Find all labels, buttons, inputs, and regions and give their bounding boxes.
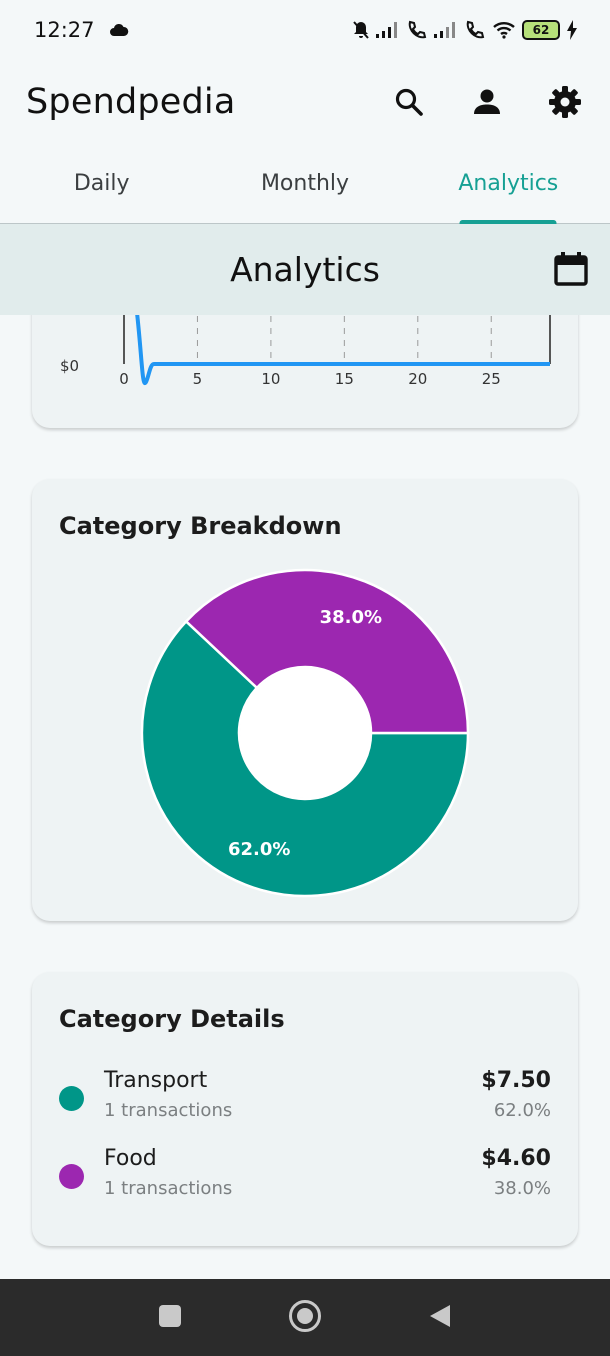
slice-label: 62.0% xyxy=(228,839,290,860)
category-name: Food xyxy=(104,1146,157,1171)
wifi-call-icon xyxy=(406,20,428,40)
series-line xyxy=(134,303,550,386)
settings-button[interactable] xyxy=(546,83,584,121)
x-tick-label: 15 xyxy=(335,370,354,388)
tab-daily[interactable]: Daily xyxy=(0,144,203,223)
x-tick-label: 5 xyxy=(193,370,203,388)
app-bar: Spendpedia xyxy=(0,60,610,144)
category-color-dot xyxy=(59,1086,84,1111)
category-name: Transport xyxy=(104,1068,208,1093)
back-triangle-icon xyxy=(430,1304,450,1327)
tab-label: Daily xyxy=(73,171,130,196)
tab-analytics[interactable]: Analytics xyxy=(407,144,610,224)
charging-icon xyxy=(566,20,578,40)
section-header: Analytics xyxy=(0,224,610,315)
category-color-dot xyxy=(59,1164,84,1189)
signal-icon xyxy=(434,21,458,39)
wifi-icon xyxy=(492,21,516,39)
active-tab-indicator xyxy=(459,220,557,224)
donut-hole xyxy=(240,668,370,798)
cloud-icon xyxy=(109,18,129,42)
slice-label: 38.0% xyxy=(320,607,382,628)
battery-indicator: 62 xyxy=(522,20,560,40)
recents-button[interactable] xyxy=(158,1304,182,1332)
category-amount: $7.50 xyxy=(481,1068,551,1093)
signal-icon xyxy=(376,21,400,39)
status-bar: 12:27 62 xyxy=(0,0,610,60)
pie-slice-transport[interactable] xyxy=(140,619,470,898)
card-title: Category Details xyxy=(59,1005,285,1033)
y-tick-label: $0 xyxy=(60,357,79,375)
list-item[interactable]: Transport 1 transactions $7.50 62.0% xyxy=(59,1068,551,1130)
search-icon xyxy=(395,88,423,116)
square-icon xyxy=(159,1304,181,1327)
system-nav-bar xyxy=(0,1279,610,1356)
tab-monthly[interactable]: Monthly xyxy=(203,144,406,223)
section-title: Analytics xyxy=(230,250,380,289)
x-tick-label: 10 xyxy=(261,370,280,388)
search-button[interactable] xyxy=(390,83,428,121)
app-title: Spendpedia xyxy=(26,82,236,122)
card-title: Category Breakdown xyxy=(59,512,342,540)
x-tick-label: 0 xyxy=(119,370,129,388)
transaction-count: 1 transactions xyxy=(104,1178,233,1199)
bell-off-icon xyxy=(352,20,370,40)
profile-button[interactable] xyxy=(468,83,506,121)
list-item[interactable]: Food 1 transactions $4.60 38.0% xyxy=(59,1146,551,1208)
person-icon xyxy=(474,89,500,114)
tab-label: Analytics xyxy=(458,171,559,196)
home-circle-icon xyxy=(289,1299,321,1332)
back-button[interactable] xyxy=(428,1303,452,1333)
category-percent: 38.0% xyxy=(493,1178,551,1199)
home-button[interactable] xyxy=(288,1299,322,1337)
pie-slice-food[interactable] xyxy=(184,568,470,735)
date-picker-button[interactable] xyxy=(552,250,590,288)
status-time: 12:27 xyxy=(34,18,95,42)
gear-icon xyxy=(549,86,581,118)
category-details-card: Category Details Transport 1 transaction… xyxy=(32,972,578,1246)
tab-bar: Daily Monthly Analytics xyxy=(0,144,610,224)
wifi-call-icon xyxy=(464,20,486,40)
tab-label: Monthly xyxy=(260,171,350,196)
donut-chart: 62.0% 38.0% xyxy=(140,568,470,898)
transaction-count: 1 transactions xyxy=(104,1100,233,1121)
category-percent: 62.0% xyxy=(493,1100,551,1121)
calendar-icon xyxy=(554,252,588,286)
category-breakdown-card: Category Breakdown 62.0% 38.0% xyxy=(32,479,578,921)
x-tick-label: 20 xyxy=(408,370,427,388)
category-amount: $4.60 xyxy=(481,1146,551,1171)
x-tick-label: 25 xyxy=(482,370,501,388)
